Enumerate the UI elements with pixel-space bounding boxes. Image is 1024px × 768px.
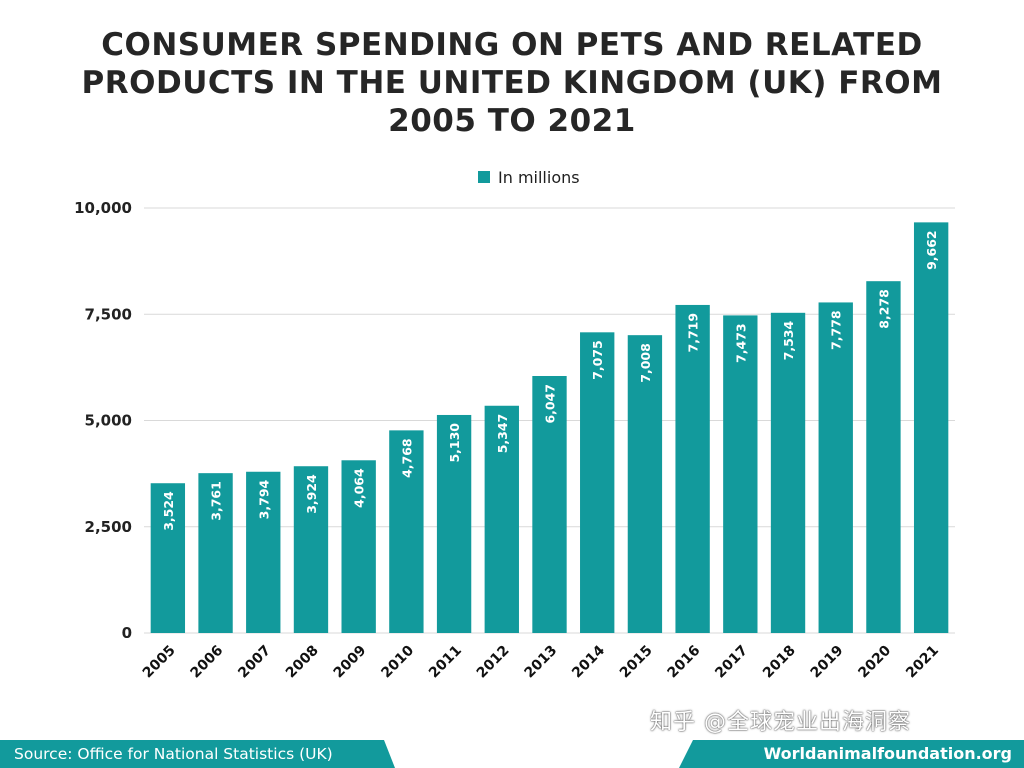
x-tick-label: 2018	[760, 643, 799, 682]
x-tick-label: 2007	[235, 643, 274, 682]
x-tick-label: 2012	[474, 643, 513, 682]
bar-value-label: 7,473	[733, 323, 748, 363]
bar	[866, 281, 901, 633]
x-tick-label: 2008	[283, 643, 322, 682]
x-tick-label: 2013	[521, 643, 560, 682]
bar	[150, 483, 186, 633]
bar-value-label: 5,130	[447, 423, 462, 463]
bar-value-label: 4,064	[352, 468, 367, 508]
watermark: 知乎 @全球宠业出海洞察	[650, 710, 911, 735]
bar	[293, 466, 329, 633]
y-tick-label: 2,500	[85, 518, 132, 536]
bar	[436, 414, 472, 633]
bar-value-label: 9,662	[924, 230, 939, 270]
bar	[675, 304, 710, 633]
bar	[913, 222, 949, 634]
bar	[627, 335, 663, 633]
bar-value-label: 7,534	[781, 321, 796, 361]
bar	[484, 405, 519, 633]
y-axis-ticks: 0 2,500 5,000 7,500 10,000	[74, 199, 132, 642]
bar	[246, 471, 281, 633]
y-tick-label: 10,000	[74, 199, 132, 217]
bar-value-label: 7,075	[590, 340, 605, 380]
legend-swatch	[478, 171, 490, 183]
bar-value-label: 3,794	[256, 479, 271, 519]
bar	[198, 473, 233, 633]
x-tick-label: 2005	[140, 643, 179, 682]
y-tick-label: 7,500	[85, 305, 132, 323]
bar	[723, 315, 758, 633]
bar-value-label: 7,778	[829, 310, 844, 350]
bar	[818, 302, 853, 633]
legend: In millions	[478, 167, 580, 187]
bar	[532, 376, 567, 633]
x-tick-label: 2020	[855, 642, 894, 681]
x-axis-ticks: 2005 2006 2007 2008 2009 2010 2011 2012 2013 2014…	[140, 642, 942, 681]
x-tick-label: 2016	[665, 643, 704, 682]
x-tick-label: 2021	[903, 643, 942, 682]
bar-value-label: 4,768	[399, 438, 414, 478]
chart-title: CONSUMER SPENDING ON PETS AND RELATED PR…	[81, 27, 943, 139]
bar	[580, 332, 615, 633]
bar-value-label: 8,278	[876, 289, 891, 329]
bar	[389, 430, 424, 633]
legend-label: In millions	[498, 167, 580, 187]
y-tick-label: 0	[122, 624, 132, 642]
x-tick-label: 2015	[617, 643, 656, 682]
bars	[150, 222, 949, 634]
source-footer: Source: Office for National Statistics (…	[0, 740, 395, 768]
bar	[341, 460, 376, 633]
x-tick-label: 2017	[712, 643, 751, 682]
x-tick-label: 2009	[331, 643, 370, 682]
x-tick-label: 2006	[188, 643, 227, 682]
bar-value-label: 7,008	[638, 343, 653, 383]
site-footer: Worldanimalfoundation.org	[679, 740, 1024, 768]
x-tick-label: 2019	[808, 643, 847, 682]
bar-value-label: 5,347	[495, 414, 510, 454]
bar-value-label: 7,719	[686, 313, 701, 353]
y-tick-label: 5,000	[85, 412, 132, 430]
bar-value-label: 6,047	[543, 384, 558, 424]
bar	[770, 312, 806, 633]
bar-value-label: 3,761	[209, 481, 224, 521]
bar-value-label: 3,524	[161, 491, 176, 531]
x-tick-label: 2014	[569, 642, 608, 681]
x-tick-label: 2010	[378, 642, 417, 681]
bar-value-label: 3,924	[304, 474, 319, 514]
x-tick-label: 2011	[426, 643, 465, 682]
bar-data-labels: 3,524 3,761 3,794 3,924 4,064 4,768 5,130 5,347…	[161, 230, 939, 530]
